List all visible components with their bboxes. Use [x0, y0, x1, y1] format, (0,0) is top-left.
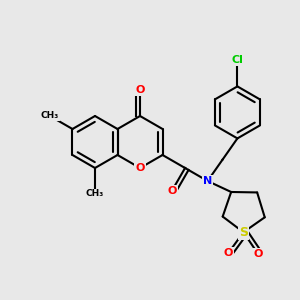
Text: CH₃: CH₃	[41, 112, 59, 121]
Text: O: O	[224, 248, 233, 258]
Text: O: O	[135, 163, 145, 173]
Text: O: O	[253, 249, 263, 259]
Text: S: S	[239, 226, 248, 239]
Text: N: N	[203, 176, 212, 186]
Text: Cl: Cl	[232, 56, 243, 65]
Text: CH₃: CH₃	[86, 190, 104, 199]
Text: O: O	[135, 85, 145, 95]
Text: O: O	[167, 185, 177, 196]
